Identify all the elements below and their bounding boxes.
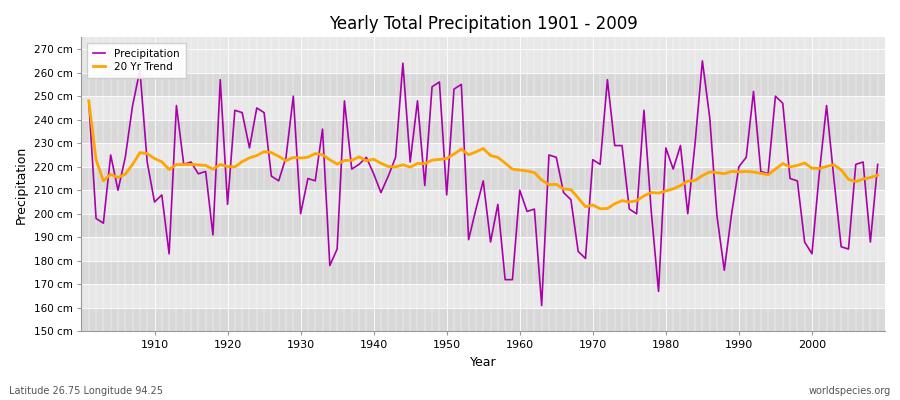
Y-axis label: Precipitation: Precipitation — [15, 145, 28, 224]
Bar — [82, 73, 885, 96]
20 Yr Trend — [84, 98, 94, 103]
X-axis label: Year: Year — [470, 356, 497, 369]
20 Yr Trend — [302, 155, 313, 160]
20 Yr Trend — [142, 151, 153, 156]
Bar — [82, 190, 885, 214]
20 Yr Trend — [515, 168, 526, 172]
Bar — [82, 120, 885, 143]
Bar — [82, 143, 885, 167]
Legend: Precipitation, 20 Yr Trend: Precipitation, 20 Yr Trend — [86, 42, 185, 78]
Bar — [82, 49, 885, 73]
20 Yr Trend — [609, 201, 620, 206]
Bar — [82, 284, 885, 308]
20 Yr Trend — [595, 206, 606, 211]
20 Yr Trend — [507, 167, 517, 172]
Text: Latitude 26.75 Longitude 94.25: Latitude 26.75 Longitude 94.25 — [9, 386, 163, 396]
20 Yr Trend — [872, 173, 883, 178]
Bar — [82, 308, 885, 332]
Precipitation — [515, 188, 526, 193]
Precipitation — [84, 98, 94, 103]
Title: Yearly Total Precipitation 1901 - 2009: Yearly Total Precipitation 1901 - 2009 — [328, 15, 637, 33]
Line: Precipitation: Precipitation — [89, 61, 878, 306]
Bar — [82, 237, 885, 261]
Bar — [82, 167, 885, 190]
Line: 20 Yr Trend: 20 Yr Trend — [89, 101, 878, 209]
Precipitation — [346, 167, 357, 172]
20 Yr Trend — [346, 158, 357, 163]
Precipitation — [609, 143, 620, 148]
Bar — [82, 261, 885, 284]
Text: worldspecies.org: worldspecies.org — [809, 386, 891, 396]
Precipitation — [697, 58, 707, 63]
Bar — [82, 96, 885, 120]
Bar — [82, 214, 885, 237]
Precipitation — [302, 176, 313, 181]
Precipitation — [507, 277, 517, 282]
Precipitation — [872, 162, 883, 167]
Precipitation — [142, 160, 153, 164]
Precipitation — [536, 303, 547, 308]
